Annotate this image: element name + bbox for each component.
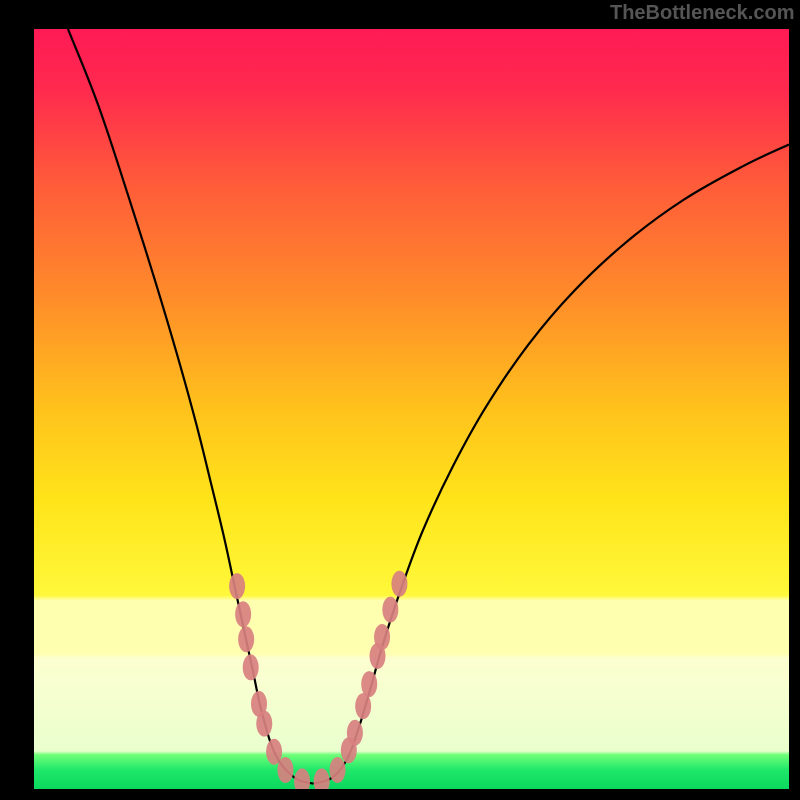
marker-dot — [382, 597, 398, 623]
curve-right-branch — [313, 145, 789, 784]
marker-dot — [266, 739, 282, 765]
marker-dot — [235, 601, 251, 627]
marker-dot — [229, 573, 245, 599]
marker-dot — [330, 757, 346, 783]
marker-dot — [374, 624, 390, 650]
marker-dot — [294, 768, 310, 789]
bottleneck-curve — [34, 29, 789, 789]
marker-dot — [314, 768, 330, 789]
marker-dot — [361, 671, 377, 697]
marker-dot — [277, 757, 293, 783]
marker-dot — [347, 720, 363, 746]
plot-area — [34, 29, 789, 789]
stage: TheBottleneck.com — [0, 0, 800, 800]
marker-dot — [391, 571, 407, 597]
curve-left-branch — [68, 29, 313, 784]
marker-dot — [243, 654, 259, 680]
marker-dot — [256, 711, 272, 737]
marker-dot — [238, 626, 254, 652]
watermark-text: TheBottleneck.com — [610, 2, 794, 25]
